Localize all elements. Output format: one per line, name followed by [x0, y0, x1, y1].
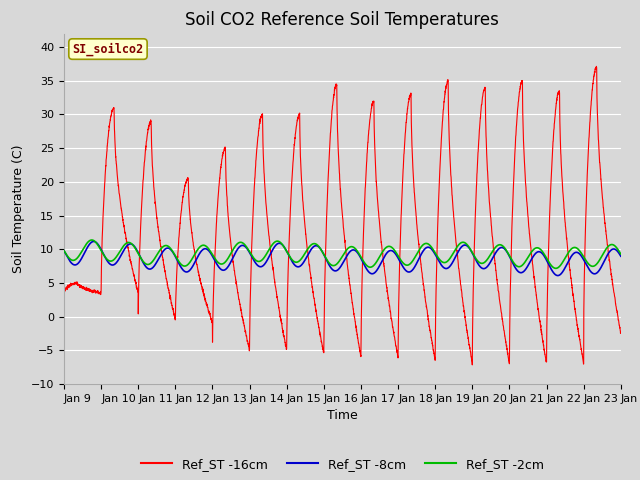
Ref_ST -2cm [60, 248, 68, 253]
Ref_ST -8cm [397, 260, 404, 266]
Ref_ST -8cm [180, 267, 188, 273]
Line: Ref_ST -8cm: Ref_ST -8cm [64, 241, 621, 276]
Ref_ST -8cm [60, 248, 68, 254]
Text: SI_soilco2: SI_soilco2 [72, 42, 143, 56]
Ref_ST -2cm [552, 265, 559, 271]
Ref_ST -8cm [617, 253, 625, 259]
Ref_ST -2cm [216, 261, 223, 266]
Ref_ST -2cm [617, 251, 625, 257]
Ref_ST -2cm [397, 257, 404, 263]
Title: Soil CO2 Reference Soil Temperatures: Soil CO2 Reference Soil Temperatures [186, 11, 499, 29]
Ref_ST -16cm [617, 330, 625, 336]
Y-axis label: Soil Temperature (C): Soil Temperature (C) [12, 144, 26, 273]
Ref_ST -16cm [468, 362, 476, 368]
Ref_ST -16cm [179, 192, 187, 198]
Legend: Ref_ST -16cm, Ref_ST -8cm, Ref_ST -2cm: Ref_ST -16cm, Ref_ST -8cm, Ref_ST -2cm [136, 453, 549, 476]
Ref_ST -8cm [216, 265, 223, 271]
Ref_ST -16cm [593, 63, 600, 69]
Ref_ST -2cm [88, 237, 95, 243]
Ref_ST -2cm [617, 251, 625, 257]
Ref_ST -16cm [617, 330, 625, 336]
Ref_ST -16cm [564, 249, 572, 255]
Ref_ST -8cm [617, 253, 625, 259]
Ref_ST -16cm [216, 177, 223, 183]
Ref_ST -8cm [564, 259, 572, 264]
Line: Ref_ST -16cm: Ref_ST -16cm [64, 66, 621, 365]
Ref_ST -16cm [406, 92, 414, 97]
X-axis label: Time: Time [327, 409, 358, 422]
Ref_ST -2cm [406, 261, 414, 266]
Line: Ref_ST -2cm: Ref_ST -2cm [64, 240, 621, 268]
Ref_ST -8cm [406, 269, 414, 275]
Ref_ST -16cm [60, 289, 68, 295]
Ref_ST -8cm [90, 239, 97, 244]
Ref_ST -2cm [564, 250, 572, 256]
Ref_ST -2cm [180, 263, 188, 269]
Ref_ST -16cm [397, 226, 404, 232]
Ref_ST -8cm [554, 273, 561, 278]
